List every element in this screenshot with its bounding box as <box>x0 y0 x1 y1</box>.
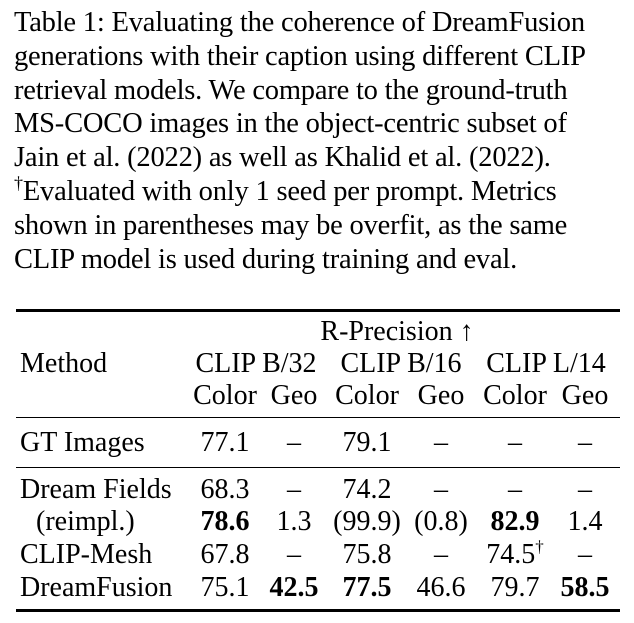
subheader-color: Color <box>335 380 399 411</box>
subheader-color: Color <box>193 380 257 411</box>
row-method: (reimpl.) <box>36 506 135 537</box>
caption-line: Jain et al. (2022) as well as Khalid et … <box>14 142 551 174</box>
table-cell: 75.8 <box>342 539 392 570</box>
cell-value: 74.5 <box>486 539 536 570</box>
row-method: GT Images <box>20 427 145 458</box>
dagger-mark: † <box>535 537 544 556</box>
caption-line: retrieval models. We compare to the grou… <box>14 74 568 106</box>
table-cell: – <box>287 427 301 458</box>
table-cell: 67.8 <box>200 539 250 570</box>
table-cell: (99.9) <box>333 506 401 537</box>
table-caption: Table 1: Evaluating the coherence of Dre… <box>14 6 626 276</box>
caption-line: shown in parentheses may be overfit, as … <box>14 209 568 241</box>
group-rule <box>16 467 620 469</box>
group-header: R-Precision ↑ <box>320 316 474 347</box>
subheader-geo: Geo <box>417 380 465 411</box>
table-cell: – <box>578 427 592 458</box>
table-top-rule <box>16 309 620 312</box>
row-method: DreamFusion <box>20 572 173 603</box>
table-cell-best: 78.6 <box>200 506 250 537</box>
table-cell: (0.8) <box>414 506 468 537</box>
table-cell-best: 58.5 <box>560 572 610 603</box>
table-cell: 74.2 <box>342 474 392 505</box>
model-header: CLIP B/16 <box>340 348 462 379</box>
table-cell: – <box>508 474 522 505</box>
table-cell: 79.7 <box>490 572 540 603</box>
table-cell: – <box>578 474 592 505</box>
caption-line: MS-COCO images in the object-centric sub… <box>14 108 567 140</box>
table-cell: – <box>578 539 592 570</box>
table-bottom-rule <box>16 609 620 612</box>
table-cell: 1.4 <box>567 506 603 537</box>
row-method: Dream Fields <box>20 474 172 505</box>
caption-line: Table 1: Evaluating the coherence of Dre… <box>14 7 585 38</box>
subheader-geo: Geo <box>270 380 318 411</box>
table-cell: 77.1 <box>200 427 250 458</box>
table-cell: – <box>434 474 448 505</box>
model-header: CLIP B/32 <box>195 348 317 379</box>
table-cell-best: 82.9 <box>490 506 540 537</box>
table-cell: – <box>287 474 301 505</box>
table-cell: 68.3 <box>200 474 250 505</box>
subheader-color: Color <box>483 380 547 411</box>
method-header: Method <box>20 348 108 379</box>
subheader-geo: Geo <box>561 380 609 411</box>
table-cell: 79.1 <box>342 427 392 458</box>
header-rule <box>16 417 620 419</box>
table-cell: – <box>508 427 522 458</box>
caption-line: generations with their caption using dif… <box>14 40 586 72</box>
table-cell: 75.1 <box>200 572 250 603</box>
table-cell: – <box>434 427 448 458</box>
table-cell: 46.6 <box>416 572 466 603</box>
dagger-mark: † <box>14 172 23 193</box>
caption-line-text: Evaluated with only 1 seed per prompt. M… <box>22 175 557 207</box>
table-cell: – <box>287 539 301 570</box>
model-header: CLIP L/14 <box>486 348 606 379</box>
table-cell-dagger: 74.5† <box>486 537 544 571</box>
table-cell-best: 77.5 <box>342 572 392 603</box>
row-method: CLIP-Mesh <box>20 539 153 570</box>
caption-line: CLIP model is used during training and e… <box>14 243 518 275</box>
table-cell: – <box>434 539 448 570</box>
caption-line-dagger: †Evaluated with only 1 seed per prompt. … <box>14 172 626 209</box>
table-cell-best: 42.5 <box>269 572 319 603</box>
table-cell: 1.3 <box>276 506 312 537</box>
